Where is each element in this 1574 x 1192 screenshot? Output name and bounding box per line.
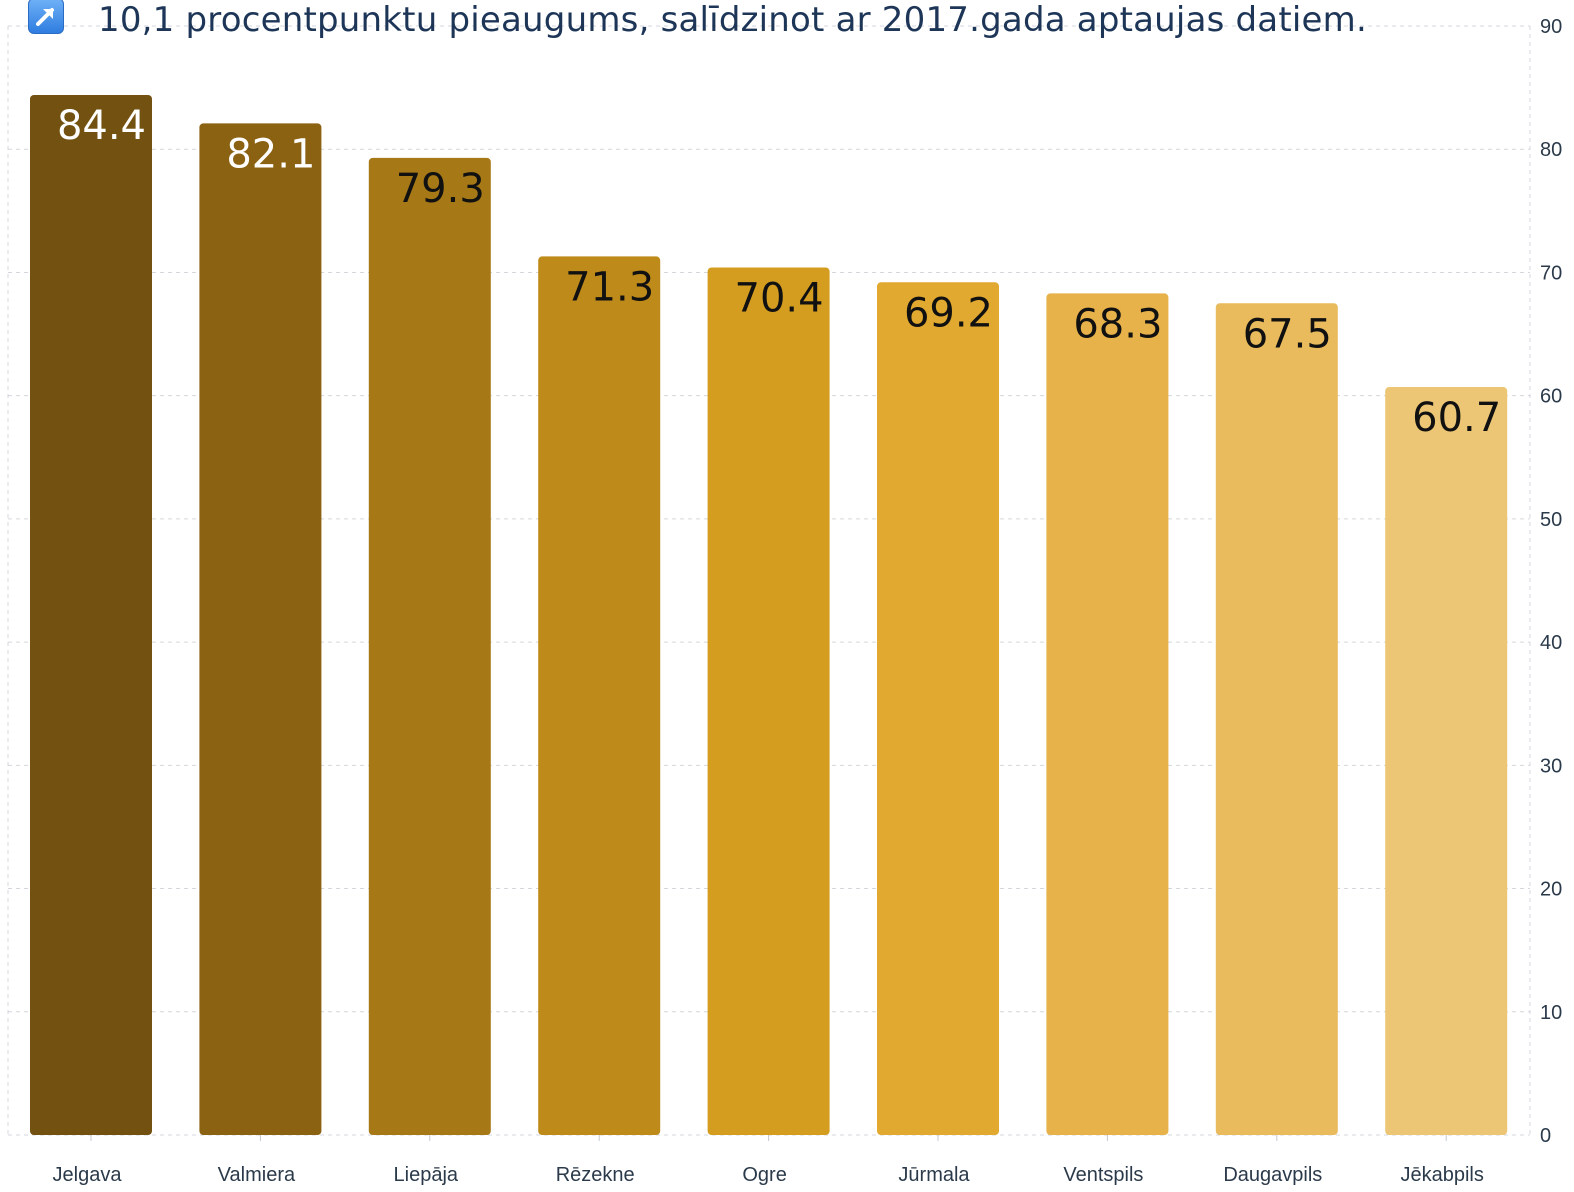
data-label: 69.2 xyxy=(904,290,993,336)
y-tick-label: 0 xyxy=(1540,1125,1551,1147)
bars-layer xyxy=(30,95,1508,1136)
y-tick-label: 90 xyxy=(1540,16,1562,38)
bar-liepāja[interactable] xyxy=(368,157,491,1135)
y-axis: 0 10 20 30 40 50 60 70 80 90 xyxy=(1540,16,1562,1147)
x-tick-label: Jēkabpils xyxy=(1401,1164,1484,1186)
data-label: 68.3 xyxy=(1073,301,1162,347)
bar-jelgava[interactable] xyxy=(30,95,152,1136)
data-label: 67.5 xyxy=(1243,311,1332,357)
y-tick-label: 70 xyxy=(1540,262,1562,284)
chart-annotation: 10,1 procentpunktu pieaugums, salīdzinot… xyxy=(28,0,1367,40)
x-tick-label: Jūrmala xyxy=(898,1164,970,1186)
y-tick-label: 30 xyxy=(1540,755,1562,777)
data-label: 70.4 xyxy=(735,276,824,322)
bar-rēzekne[interactable] xyxy=(538,256,661,1136)
data-label: 84.4 xyxy=(57,103,146,149)
y-tick-label: 10 xyxy=(1540,1002,1562,1024)
x-tick-label: Ogre xyxy=(742,1164,786,1186)
data-labels-layer: 84.4 82.1 79.3 71.3 70.4 69.2 68.3 67.5 60.7 xyxy=(57,103,1501,441)
bar-jūrmala[interactable] xyxy=(877,282,999,1135)
bar-daugavpils[interactable] xyxy=(1215,303,1338,1135)
bar-ogre[interactable] xyxy=(707,267,830,1135)
annotation-text: 10,1 procentpunktu pieaugums, salīdzinot… xyxy=(98,0,1367,40)
arrow-up-right-icon xyxy=(28,0,64,34)
bar-ventspils[interactable] xyxy=(1046,293,1169,1135)
y-tick-label: 80 xyxy=(1540,139,1562,161)
data-label: 60.7 xyxy=(1412,395,1501,441)
x-tick-label: Ventspils xyxy=(1063,1164,1143,1186)
data-label: 82.1 xyxy=(226,131,315,177)
x-tick-label: Liepāja xyxy=(394,1164,459,1186)
data-label: 71.3 xyxy=(565,264,654,310)
data-label: 79.3 xyxy=(396,166,485,212)
x-tick-label: Jelgava xyxy=(53,1164,123,1186)
bar-jēkabpils[interactable] xyxy=(1385,387,1508,1135)
y-tick-label: 40 xyxy=(1540,632,1562,654)
y-tick-label: 20 xyxy=(1540,879,1562,901)
x-tick-label: Daugavpils xyxy=(1223,1164,1322,1186)
x-axis: Jelgava Valmiera Liepāja Rēzekne Ogre Jūrmala… xyxy=(53,1135,1484,1186)
x-tick-label: Rēzekne xyxy=(556,1164,635,1186)
x-tick-label: Valmiera xyxy=(218,1164,296,1186)
bar-valmiera[interactable] xyxy=(199,123,322,1135)
y-tick-label: 50 xyxy=(1540,509,1562,531)
y-tick-label: 60 xyxy=(1540,386,1562,408)
